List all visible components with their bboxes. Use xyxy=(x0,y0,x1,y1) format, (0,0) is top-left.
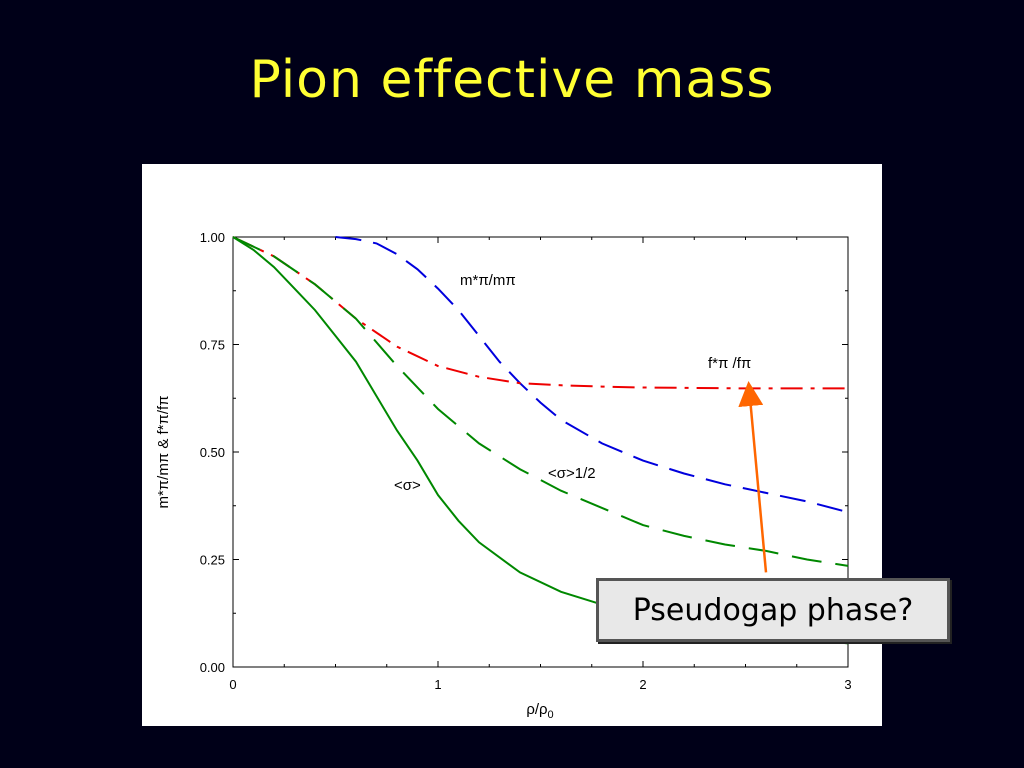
x-tick-label: 0 xyxy=(229,677,236,692)
y-tick-label: 0.50 xyxy=(200,445,225,460)
annotation-decay: f*π /fπ xyxy=(708,355,751,372)
slide-title: Pion effective mass xyxy=(249,50,775,110)
y-tick-label: 1.00 xyxy=(200,230,225,245)
annotation-mass: m*π/mπ xyxy=(460,272,516,289)
x-tick-label: 3 xyxy=(844,677,851,692)
pseudogap-callout: Pseudogap phase? xyxy=(596,578,950,642)
y-tick-label: 0.75 xyxy=(200,338,225,353)
annotation-sigma: <σ> xyxy=(394,477,421,494)
y-tick-label: 0.25 xyxy=(200,553,225,568)
x-tick-label: 2 xyxy=(639,677,646,692)
x-tick-label: 1 xyxy=(434,677,441,692)
arrow-to-decay-curve xyxy=(738,381,768,573)
chart-panel: 0 1 2 3 0.00 0.25 0.50 0.75 1.00 ρ/ρ0 m*π/mπ & f… xyxy=(142,164,950,726)
y-axis-label: m*π/mπ & f*π/fπ xyxy=(155,395,172,508)
series-line-decay xyxy=(232,236,848,390)
y-tick-label: 0.00 xyxy=(200,660,225,675)
x-axis-label: ρ/ρ0 xyxy=(526,701,553,721)
annotation-sqrt-sigma: <σ>1/2 xyxy=(548,465,596,482)
